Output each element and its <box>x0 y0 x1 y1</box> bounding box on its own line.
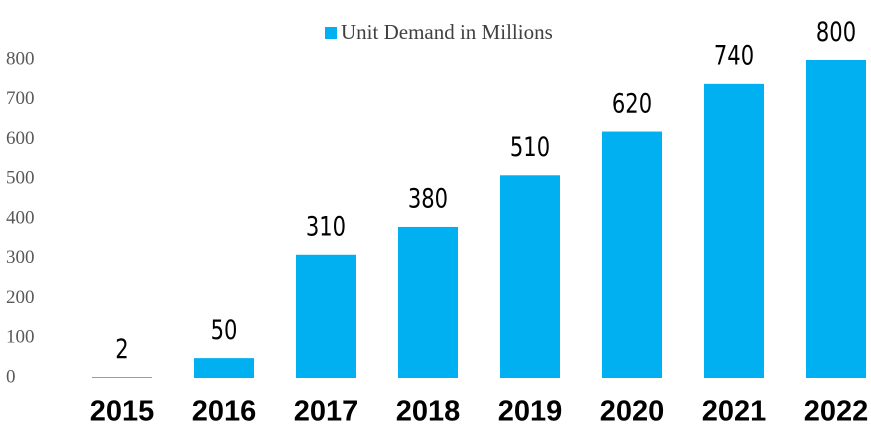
data-label: 310 <box>306 211 346 242</box>
y-tick-label: 0 <box>6 366 16 387</box>
x-tick-label: 2016 <box>192 396 257 428</box>
x-tick-label: 2020 <box>600 396 665 428</box>
x-tick-label: 2015 <box>90 396 155 428</box>
y-tick-label: 800 <box>6 48 35 69</box>
x-tick-label: 2017 <box>294 396 359 428</box>
y-tick-label: 500 <box>6 168 35 189</box>
data-label: 800 <box>816 16 856 47</box>
data-label: 740 <box>714 40 754 71</box>
y-tick-label: 300 <box>6 247 35 268</box>
x-tick-label: 2019 <box>498 396 563 428</box>
y-tick-label: 600 <box>6 128 35 149</box>
bar <box>704 83 764 378</box>
bar <box>806 60 866 378</box>
bar <box>194 358 254 378</box>
bar <box>398 226 458 378</box>
data-label: 380 <box>408 183 448 214</box>
data-label: 50 <box>211 314 238 345</box>
bar <box>602 131 662 378</box>
y-tick-label: 100 <box>6 327 35 348</box>
legend-label: Unit Demand in Millions <box>341 20 553 44</box>
y-tick-label: 700 <box>6 88 35 109</box>
bar <box>92 377 152 378</box>
bar <box>500 175 560 378</box>
data-label: 620 <box>612 88 652 119</box>
y-tick-label: 200 <box>6 287 35 308</box>
legend-swatch <box>325 27 337 39</box>
x-tick-label: 2021 <box>702 396 767 428</box>
data-label: 510 <box>510 132 550 163</box>
x-tick-label: 2022 <box>804 396 869 428</box>
x-tick-label: 2018 <box>396 396 461 428</box>
data-label: 2 <box>115 333 128 364</box>
bar <box>296 254 356 378</box>
y-tick-label: 400 <box>6 207 35 228</box>
